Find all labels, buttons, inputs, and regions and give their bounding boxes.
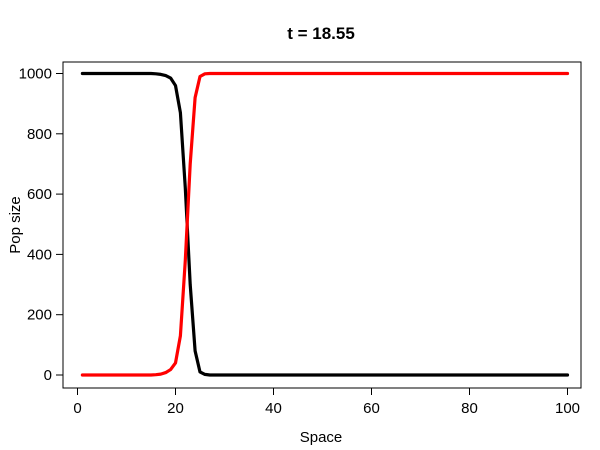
y-tick-label: 800 <box>27 126 52 143</box>
x-tick-label: 40 <box>265 400 282 417</box>
y-tick-label: 400 <box>27 246 52 263</box>
series-line-0 <box>80 71 570 377</box>
x-axis-label: Space <box>300 429 343 446</box>
x-tick-label: 80 <box>461 400 478 417</box>
plot-frame <box>62 61 582 389</box>
y-tick-label: 0 <box>44 367 52 384</box>
y-tick-label: 600 <box>27 186 52 203</box>
x-tick-label: 0 <box>73 400 81 417</box>
y-tick-label: 200 <box>27 307 52 324</box>
x-tick-label: 20 <box>167 400 184 417</box>
chart-title: t = 18.55 <box>287 24 355 43</box>
x-tick-label: 100 <box>555 400 580 417</box>
x-tick-label: 60 <box>363 400 380 417</box>
series-line-1 <box>80 71 570 377</box>
series-layer <box>80 71 570 377</box>
y-tick-label: 1000 <box>19 66 52 83</box>
y-axis-label: Pop size <box>7 196 24 254</box>
